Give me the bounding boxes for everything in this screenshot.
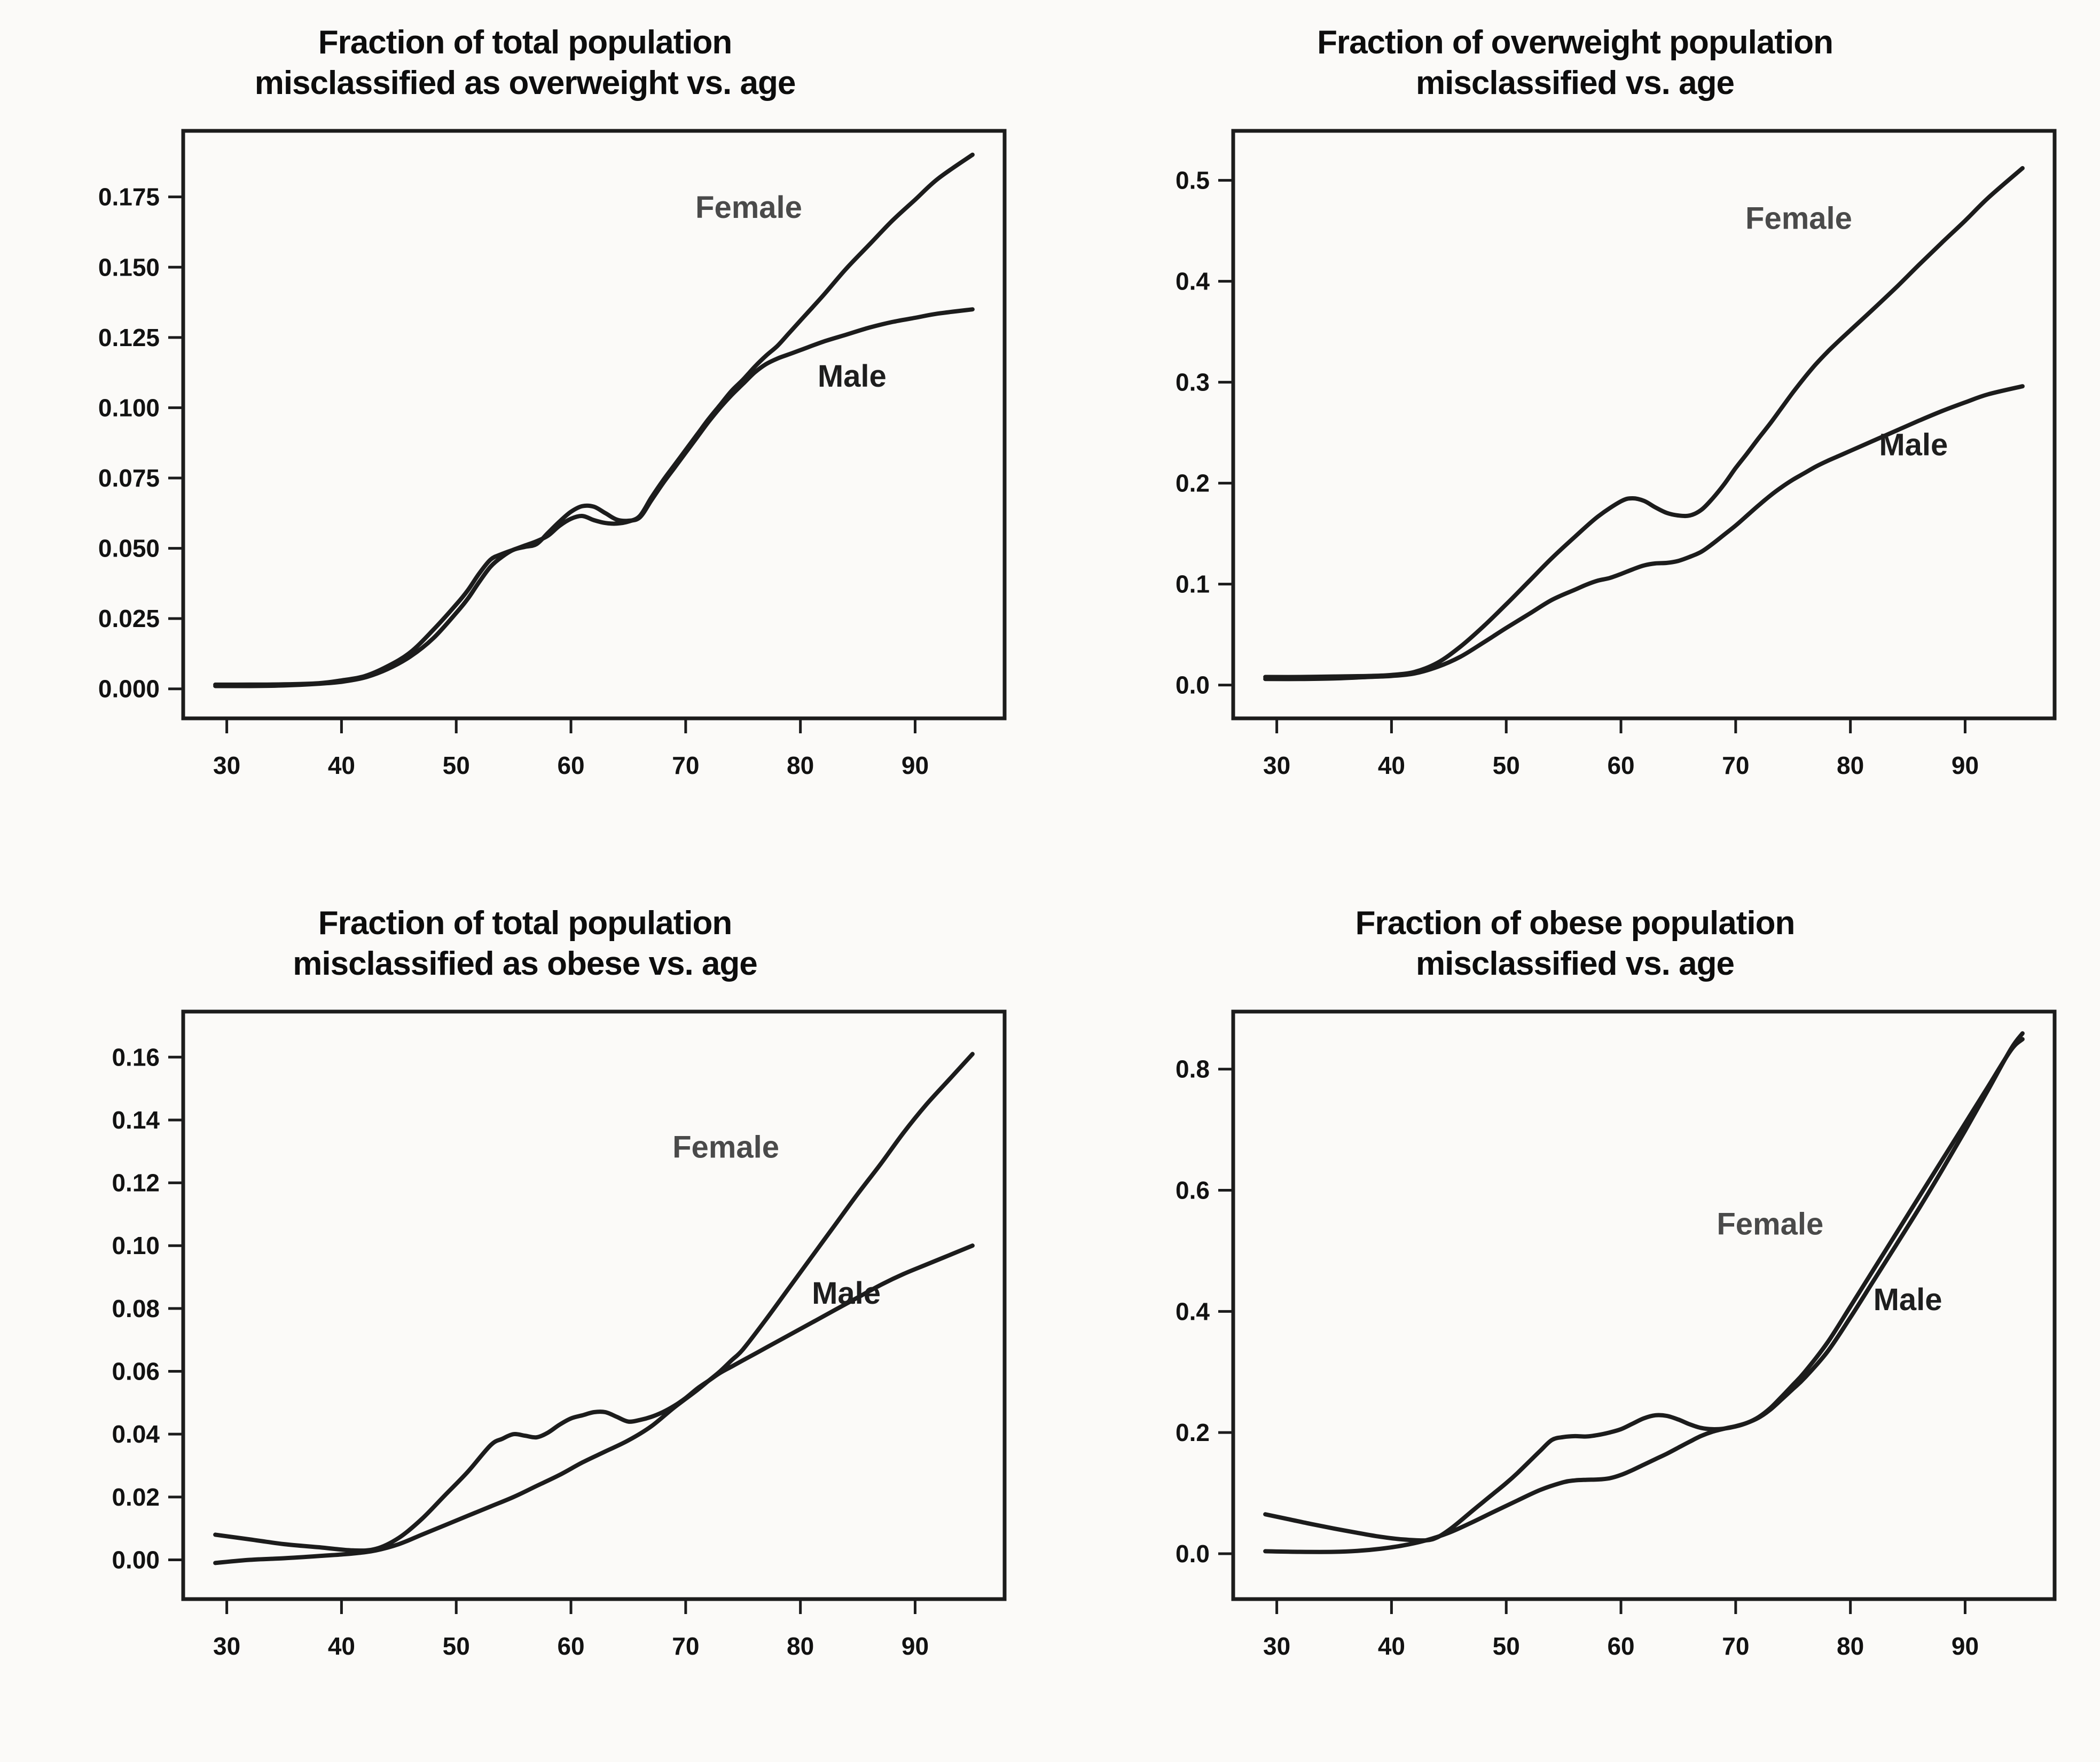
chart-total-misclassified-overweight: Fraction of total population misclassifi…	[0, 0, 1050, 881]
y-tick-label: 0.12	[112, 1169, 160, 1197]
x-tick-label: 60	[557, 1632, 584, 1660]
y-tick-label: 0.2	[1176, 1419, 1210, 1446]
y-tick-label: 0.4	[1176, 1298, 1210, 1326]
chart-title-line2: misclassified as obese vs. age	[293, 945, 758, 982]
chart-title-line2: misclassified vs. age	[1416, 945, 1735, 982]
x-tick-label: 30	[1263, 1632, 1290, 1660]
chart-canvas: 30 40 50 60 70 80 90 0.0 0.1 0.2 0.3 0.4 0.5 Female Ma…	[1176, 129, 2057, 779]
x-tick-label: 60	[1607, 1632, 1634, 1660]
x-tick-label: 40	[328, 1632, 355, 1660]
chart-title: Fraction of total population misclassifi…	[0, 22, 1050, 103]
x-tick-label: 90	[902, 751, 929, 779]
x-tick-label: 30	[1263, 751, 1290, 779]
y-tick-label: 0.00	[112, 1546, 160, 1574]
x-tick-label: 60	[1607, 751, 1634, 779]
plot-box	[181, 1009, 1007, 1601]
chart-title-line1: Fraction of obese population	[1355, 905, 1796, 942]
series-line-female	[213, 152, 975, 687]
y-tick-label: 0.14	[112, 1106, 160, 1134]
y-tick-label: 0.16	[112, 1044, 160, 1071]
y-tick-label: 0.4	[1176, 268, 1210, 295]
series-label-female: Female	[1745, 201, 1852, 236]
series-label-female: Female	[672, 1130, 779, 1165]
series-label-female: Female	[1717, 1207, 1823, 1242]
y-tick-label: 0.04	[112, 1420, 160, 1448]
chart-title-line2: misclassified as overweight vs. age	[254, 64, 796, 101]
chart-overweight-population-misclassified: Fraction of overweight population miscla…	[1050, 0, 2100, 881]
chart-obese-population-misclassified: Fraction of obese population misclassifi…	[1050, 881, 2100, 1762]
x-tick-label: 50	[443, 751, 470, 779]
x-tick-label: 90	[1952, 751, 1979, 779]
y-tick-label: 0.025	[98, 605, 160, 632]
x-tick-label: 90	[1952, 1632, 1979, 1660]
plot-box	[1231, 1009, 2057, 1601]
series-label-male: Male	[1874, 1282, 1942, 1317]
chart-title: Fraction of overweight population miscla…	[1050, 22, 2100, 103]
y-tick-label: 0.075	[98, 464, 160, 492]
chart-canvas: 30 40 50 60 70 80 90 0.00 0.02 0.04 0.06 0.08 0.10 0.…	[112, 1009, 1007, 1660]
x-tick-label: 80	[787, 751, 814, 779]
y-tick-label: 0.0	[1176, 671, 1210, 699]
y-tick-label: 0.8	[1176, 1055, 1210, 1083]
y-tick-label: 0.6	[1176, 1177, 1210, 1204]
series-label-male: Male	[812, 1276, 881, 1311]
x-tick-label: 30	[213, 1632, 240, 1660]
y-tick-label: 0.06	[112, 1358, 160, 1385]
y-tick-label: 0.02	[112, 1483, 160, 1511]
y-tick-label: 0.125	[98, 324, 160, 351]
x-tick-label: 30	[213, 751, 240, 779]
series-line-male	[213, 1243, 975, 1553]
y-tick-label: 0.2	[1176, 469, 1210, 497]
x-tick-label: 70	[1722, 751, 1749, 779]
x-tick-label: 80	[1837, 1632, 1864, 1660]
x-tick-label: 70	[672, 751, 699, 779]
x-tick-label: 80	[787, 1632, 814, 1660]
y-tick-label: 0.175	[98, 183, 160, 211]
x-tick-label: 50	[1493, 751, 1520, 779]
series-line-male	[1263, 1031, 2025, 1554]
x-tick-label: 40	[1378, 751, 1405, 779]
x-tick-label: 70	[672, 1632, 699, 1660]
x-tick-label: 40	[328, 751, 355, 779]
plot-box	[181, 129, 1007, 721]
x-tick-label: 50	[443, 1632, 470, 1660]
y-tick-label: 0.000	[98, 675, 160, 703]
x-tick-label: 70	[1722, 1632, 1749, 1660]
series-label-male: Male	[1879, 428, 1948, 463]
y-tick-label: 0.0	[1176, 1540, 1210, 1568]
chart-title-line1: Fraction of total population	[318, 24, 732, 61]
chart-title: Fraction of obese population misclassifi…	[1050, 903, 2100, 984]
series-line-female	[1263, 166, 2025, 679]
chart-canvas: 30 40 50 60 70 80 90 0.000 0.025 0.050 0.075 0.100 0…	[98, 129, 1007, 779]
x-tick-label: 50	[1493, 1632, 1520, 1660]
chart-title-line1: Fraction of total population	[318, 905, 732, 942]
series-label-female: Female	[695, 190, 802, 225]
chart-title-line2: misclassified vs. age	[1416, 64, 1735, 101]
x-tick-label: 40	[1378, 1632, 1405, 1660]
y-tick-label: 0.150	[98, 254, 160, 281]
plot-box	[1231, 129, 2057, 721]
chart-title-line1: Fraction of overweight population	[1317, 24, 1833, 61]
y-tick-label: 0.050	[98, 535, 160, 562]
y-tick-label: 0.08	[112, 1295, 160, 1322]
chart-total-misclassified-obese: Fraction of total population misclassifi…	[0, 881, 1050, 1762]
y-tick-label: 0.5	[1176, 167, 1210, 194]
series-line-male	[1263, 384, 2025, 682]
y-tick-label: 0.100	[98, 394, 160, 422]
series-label-male: Male	[818, 359, 887, 394]
x-tick-label: 60	[557, 751, 584, 779]
chart-canvas: 30 40 50 60 70 80 90 0.0 0.2 0.4 0.6 0.8 Female Male	[1176, 1009, 2057, 1660]
chart-title: Fraction of total population misclassifi…	[0, 903, 1050, 984]
y-tick-label: 0.10	[112, 1232, 160, 1259]
series-line-male	[213, 307, 975, 688]
x-tick-label: 80	[1837, 751, 1864, 779]
y-tick-label: 0.3	[1176, 369, 1210, 396]
x-tick-label: 90	[902, 1632, 929, 1660]
y-tick-label: 0.1	[1176, 570, 1210, 598]
